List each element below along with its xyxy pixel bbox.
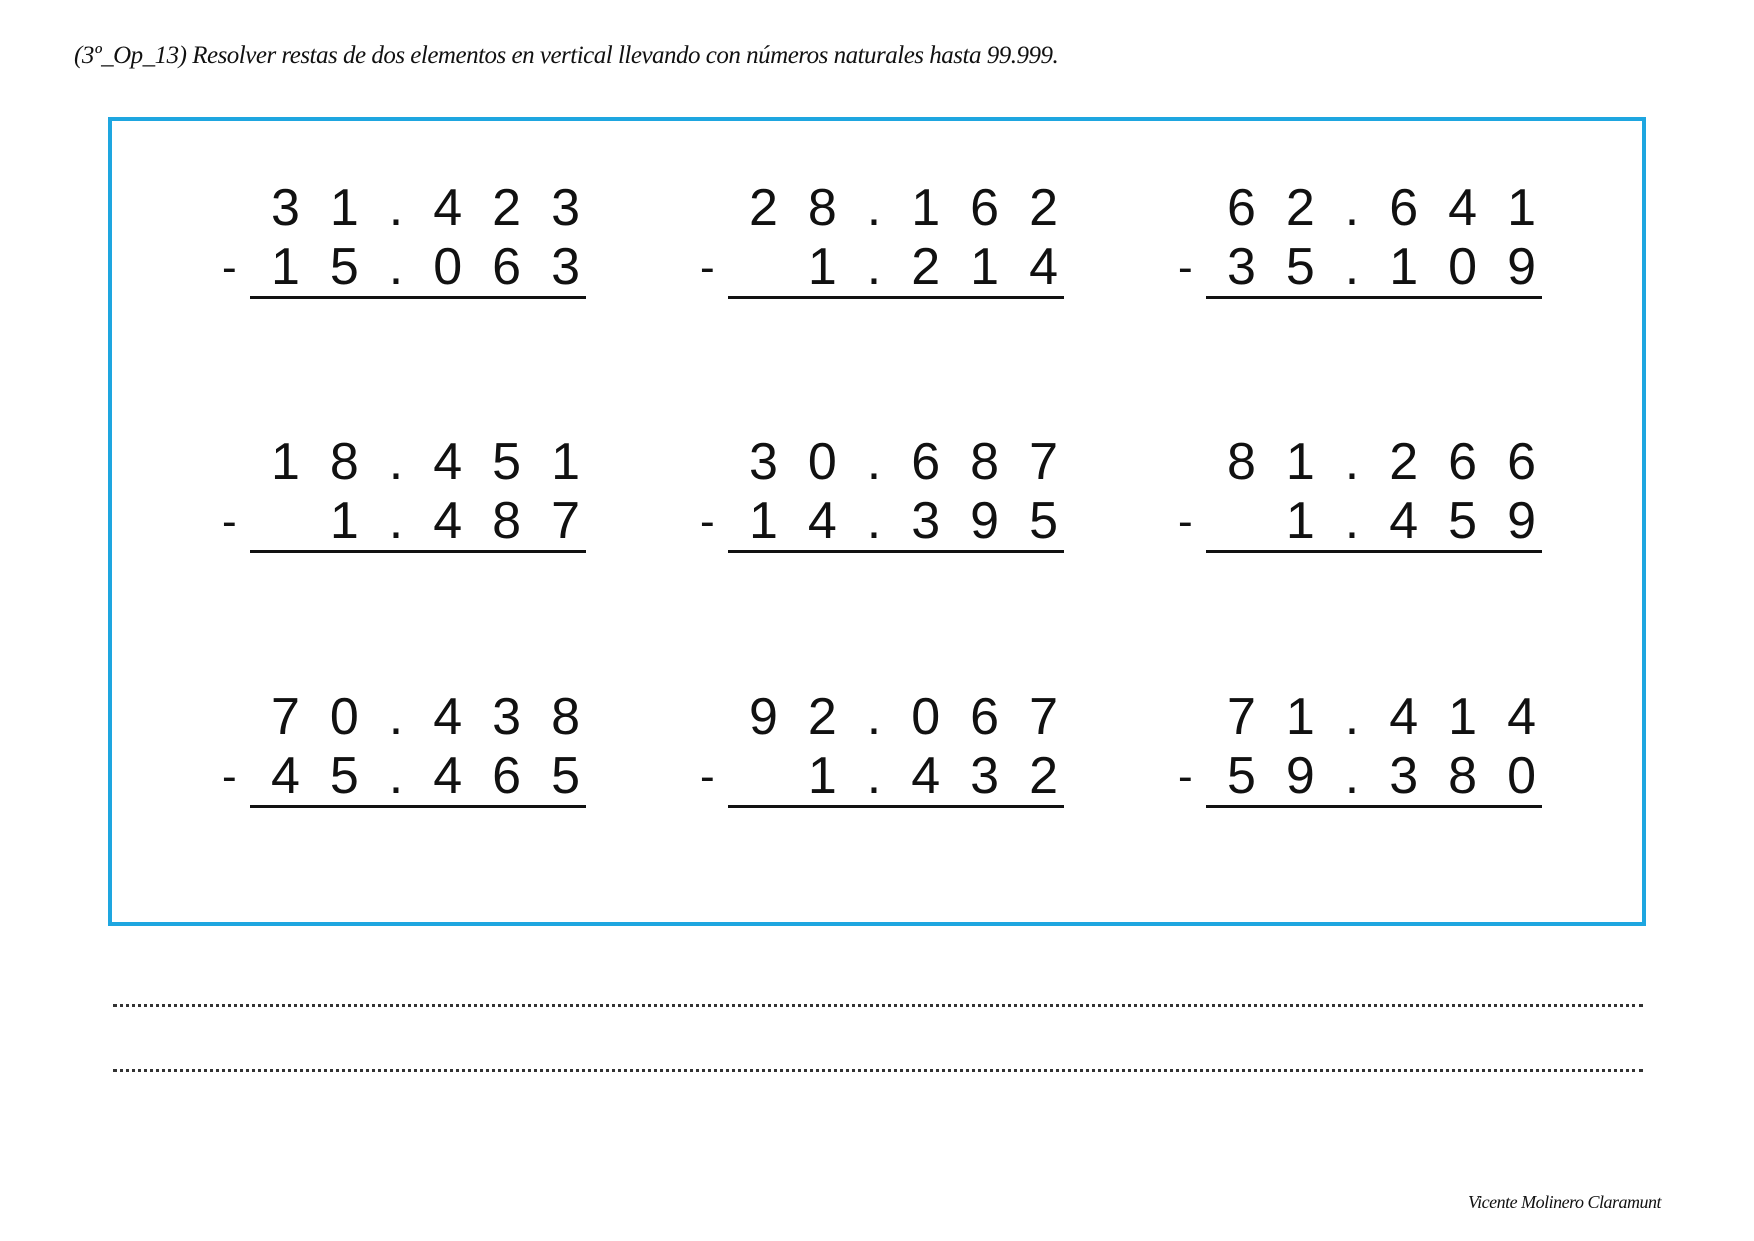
subtrahend: 35.109	[1226, 238, 1566, 296]
result-line	[250, 296, 586, 299]
subtraction-problem: 92.067-1.432	[700, 687, 1068, 827]
answer-line[interactable]	[113, 1004, 1643, 1007]
minus-sign: -	[700, 243, 715, 292]
subtrahend: 1.214	[807, 238, 1088, 296]
subtraction-problem: 30.687-14.395	[700, 432, 1068, 572]
minus-sign: -	[1178, 497, 1193, 546]
subtrahend: 1.487	[329, 492, 610, 550]
minus-sign: -	[222, 497, 237, 546]
subtrahend: 1.432	[807, 747, 1088, 805]
minuend: 81.266	[1226, 433, 1566, 491]
subtrahend: 1.459	[1285, 492, 1566, 550]
subtrahend: 45.465	[270, 747, 610, 805]
result-line	[1206, 296, 1542, 299]
subtrahend: 59.380	[1226, 747, 1566, 805]
subtraction-problem: 18.451-1.487	[222, 432, 590, 572]
subtraction-problem: 71.414-59.380	[1178, 687, 1546, 827]
minuend: 71.414	[1226, 688, 1566, 746]
result-line	[250, 805, 586, 808]
author-credit: Vicente Molinero Claramunt	[1468, 1192, 1661, 1212]
minus-sign: -	[1178, 243, 1193, 292]
result-line	[1206, 805, 1542, 808]
minuend: 18.451	[270, 433, 610, 491]
minuend: 62.641	[1226, 179, 1566, 237]
minuend: 70.438	[270, 688, 610, 746]
subtrahend: 14.395	[748, 492, 1088, 550]
subtraction-problem: 31.423-15.063	[222, 178, 590, 318]
result-line	[728, 805, 1064, 808]
result-line	[728, 296, 1064, 299]
exercise-frame	[108, 117, 1646, 926]
minus-sign: -	[222, 752, 237, 801]
minus-sign: -	[222, 243, 237, 292]
minus-sign: -	[1178, 752, 1193, 801]
minuend: 28.162	[748, 179, 1088, 237]
subtraction-problem: 62.641-35.109	[1178, 178, 1546, 318]
subtraction-problem: 81.266-1.459	[1178, 432, 1546, 572]
result-line	[250, 550, 586, 553]
subtraction-problem: 28.162-1.214	[700, 178, 1068, 318]
answer-line[interactable]	[113, 1069, 1643, 1072]
subtraction-problem: 70.438-45.465	[222, 687, 590, 827]
minuend: 30.687	[748, 433, 1088, 491]
result-line	[1206, 550, 1542, 553]
result-line	[728, 550, 1064, 553]
minuend: 92.067	[748, 688, 1088, 746]
minus-sign: -	[700, 497, 715, 546]
minuend: 31.423	[270, 179, 610, 237]
worksheet-title: (3º_Op_13) Resolver restas de dos elemen…	[74, 42, 1059, 69]
subtrahend: 15.063	[270, 238, 610, 296]
minus-sign: -	[700, 752, 715, 801]
